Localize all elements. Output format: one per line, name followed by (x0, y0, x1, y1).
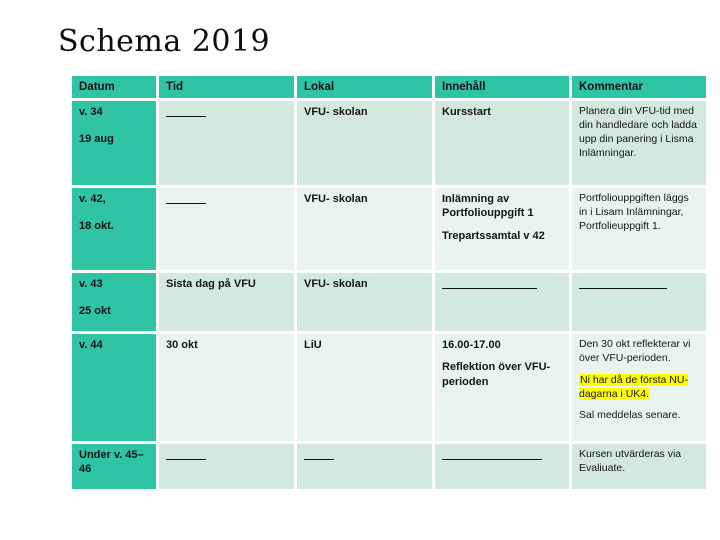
column-header-tid: Tid (159, 76, 294, 98)
cell-datum-v44: v. 44 (72, 334, 156, 441)
innehall-text: Reflektion över VFU-perioden (442, 361, 551, 388)
blank-line (442, 448, 542, 460)
cell-lokal-v34: VFU- skolan (297, 101, 432, 185)
blank-line (442, 277, 537, 289)
datum-week: v. 42, (79, 193, 106, 205)
cell-innehall-v42: Inlämning av Portfoliouppgift 1 Treparts… (435, 188, 569, 270)
cell-lokal-v45-46 (297, 444, 432, 489)
cell-innehall-v34: Kursstart (435, 101, 569, 185)
datum-week: v. 43 (79, 278, 103, 290)
column-header-kommentar: Kommentar (572, 76, 706, 98)
kommentar-text: Sal meddelas senare. (579, 409, 681, 422)
innehall-text: Trepartssamtal v 42 (442, 229, 545, 242)
innehall-text: Inlämning av Portfoliouppgift 1 (442, 193, 534, 220)
column-header-innehall: Innehåll (435, 76, 569, 98)
kommentar-text: Den 30 okt reflekterar vi över VFU-perio… (579, 338, 691, 364)
cell-innehall-v45-46 (435, 444, 569, 489)
cell-kommentar-v45-46: Kursen utvärderas via Evaliuate. (572, 444, 706, 489)
cell-innehall-v43 (435, 273, 569, 331)
cell-tid-v44: 30 okt (159, 334, 294, 441)
blank-line (166, 448, 206, 460)
kommentar-text: Kursen utvärderas via Evaliuate. (579, 448, 682, 474)
cell-kommentar-v34: Planera din VFU-tid med din handledare o… (572, 101, 706, 185)
datum-week: Under v. 45–46 (79, 449, 144, 476)
blank-line (579, 277, 667, 289)
blank-line (166, 105, 206, 117)
cell-tid-v45-46 (159, 444, 294, 489)
cell-datum-v45-46: Under v. 45–46 (72, 444, 156, 489)
cell-lokal-v44: LiU (297, 334, 432, 441)
cell-tid-v43: Sista dag på VFU (159, 273, 294, 331)
kommentar-highlighted-text: Ni har då de första NU-dagarna i UK4. (579, 373, 699, 402)
cell-datum-v42: v. 42, 18 okt. (72, 188, 156, 270)
blank-line (166, 192, 206, 204)
datum-week: v. 44 (79, 339, 103, 351)
cell-datum-v43: v. 43 25 okt (72, 273, 156, 331)
datum-week: v. 34 (79, 106, 103, 118)
datum-date: 25 okt (79, 305, 111, 318)
cell-kommentar-v42: Portfoliouppgiften läggs in i Lisam Inlä… (572, 188, 706, 270)
schedule-table: Datum Tid Lokal Innehåll Kommentar v. 34… (72, 76, 706, 489)
cell-tid-v34 (159, 101, 294, 185)
cell-tid-v42 (159, 188, 294, 270)
highlight-marker: Ni har då de första NU-dagarna i UK4. (579, 373, 688, 400)
page-title: Schema 2019 (58, 24, 271, 59)
cell-innehall-v44: 16.00-17.00 Reflektion över VFU-perioden (435, 334, 569, 441)
column-header-lokal: Lokal (297, 76, 432, 98)
blank-line (304, 448, 334, 460)
kommentar-text: Planera din VFU-tid med din handledare o… (579, 105, 697, 159)
kommentar-text: Portfoliouppgiften läggs in i Lisam Inlä… (579, 192, 689, 232)
datum-date: 18 okt. (79, 220, 114, 233)
cell-lokal-v43: VFU- skolan (297, 273, 432, 331)
innehall-time: 16.00-17.00 (442, 339, 501, 351)
cell-kommentar-v44: Den 30 okt reflekterar vi över VFU-perio… (572, 334, 706, 441)
cell-lokal-v42: VFU- skolan (297, 188, 432, 270)
datum-date: 19 aug (79, 133, 114, 146)
cell-datum-v34: v. 34 19 aug (72, 101, 156, 185)
innehall-text: Kursstart (442, 106, 491, 118)
column-header-datum: Datum (72, 76, 156, 98)
cell-kommentar-v43 (572, 273, 706, 331)
